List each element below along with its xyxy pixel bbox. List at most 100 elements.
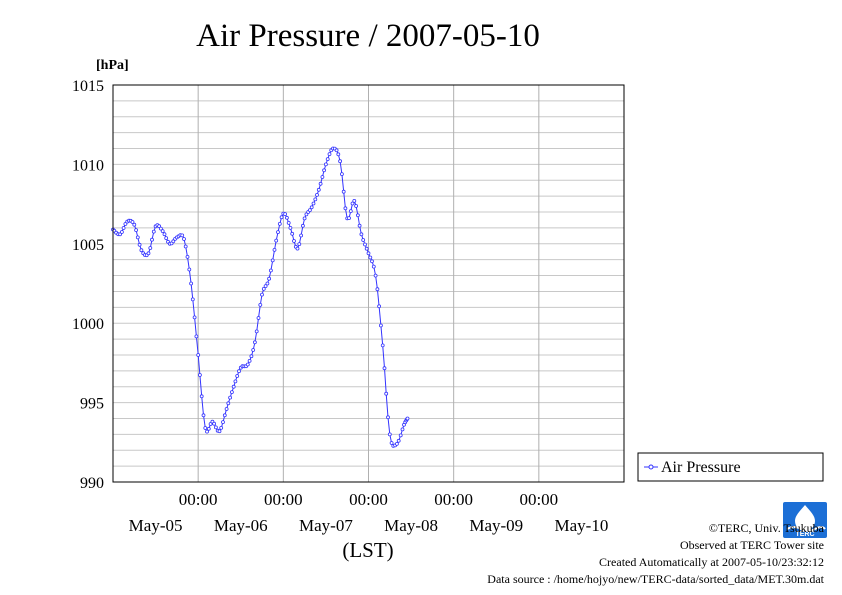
data-point bbox=[190, 297, 195, 302]
data-point bbox=[162, 232, 167, 237]
data-point bbox=[212, 421, 217, 426]
data-point bbox=[263, 284, 268, 289]
data-point bbox=[130, 220, 135, 224]
data-point bbox=[307, 208, 312, 213]
y-tick-label: 990 bbox=[80, 475, 104, 492]
data-point bbox=[221, 420, 225, 425]
data-point bbox=[400, 427, 405, 432]
data-point bbox=[323, 162, 328, 167]
y-tick-label: 995 bbox=[80, 396, 104, 413]
data-point bbox=[405, 416, 410, 421]
data-point bbox=[318, 181, 323, 186]
data-point bbox=[357, 223, 362, 228]
data-point bbox=[292, 239, 296, 243]
x-axis-ticks: 00:00 00:00 00:00 00:00 00:00 May-05 May-06 May… bbox=[129, 490, 609, 535]
data-point bbox=[213, 425, 218, 430]
data-point bbox=[258, 302, 263, 307]
data-point bbox=[370, 259, 374, 264]
data-point bbox=[284, 215, 289, 220]
terc-logo: TERC bbox=[783, 502, 827, 538]
data-point bbox=[378, 323, 383, 328]
data-point bbox=[148, 246, 153, 250]
data-point bbox=[268, 268, 273, 273]
series-air-pressure bbox=[111, 146, 410, 448]
data-point bbox=[371, 264, 376, 269]
data-point bbox=[231, 384, 236, 389]
data-point bbox=[322, 168, 327, 173]
data-point bbox=[341, 189, 346, 194]
y-tick-label: 1000 bbox=[72, 316, 104, 333]
data-point bbox=[311, 201, 316, 206]
data-point bbox=[368, 255, 373, 260]
data-point bbox=[290, 231, 295, 236]
data-point bbox=[164, 236, 169, 241]
data-point bbox=[320, 175, 325, 179]
data-point bbox=[338, 159, 343, 164]
data-point bbox=[277, 221, 282, 226]
data-point bbox=[354, 204, 359, 208]
legend-box bbox=[637, 452, 824, 482]
data-point bbox=[260, 292, 264, 297]
data-point bbox=[297, 242, 302, 247]
data-point bbox=[352, 198, 357, 203]
footer-observed: Observed at TERC Tower site bbox=[679, 538, 824, 552]
data-point bbox=[325, 157, 330, 162]
x-tick-date-label: May-06 bbox=[214, 516, 268, 535]
data-point bbox=[189, 281, 194, 286]
data-point bbox=[171, 239, 176, 244]
data-point bbox=[247, 358, 252, 363]
data-point bbox=[350, 201, 355, 206]
x-tick-date-label: May-05 bbox=[129, 516, 183, 535]
data-point bbox=[279, 215, 284, 220]
data-point bbox=[309, 205, 314, 210]
data-point bbox=[274, 238, 279, 243]
data-point bbox=[194, 334, 199, 339]
data-point bbox=[254, 329, 259, 334]
data-point bbox=[203, 426, 208, 430]
data-point bbox=[366, 251, 371, 256]
data-point bbox=[373, 273, 378, 278]
y-tick-label: 1005 bbox=[72, 237, 104, 254]
data-point bbox=[132, 222, 137, 227]
data-point bbox=[389, 441, 394, 445]
data-point bbox=[300, 223, 305, 228]
data-point bbox=[283, 212, 288, 217]
data-point bbox=[315, 192, 319, 197]
data-point bbox=[355, 213, 360, 218]
data-point bbox=[377, 304, 382, 309]
data-point bbox=[382, 366, 387, 371]
data-point bbox=[251, 348, 256, 352]
x-tick-date-label: May-10 bbox=[555, 516, 609, 535]
x-tick-time-label: 00:00 bbox=[264, 490, 303, 509]
x-tick-time-label: 00:00 bbox=[519, 490, 558, 509]
data-point bbox=[199, 394, 204, 399]
plot-frame bbox=[112, 84, 625, 483]
data-point bbox=[192, 315, 197, 320]
data-point bbox=[336, 152, 341, 157]
data-point bbox=[267, 276, 272, 281]
data-point bbox=[380, 343, 385, 348]
data-point bbox=[286, 220, 291, 225]
data-point bbox=[272, 247, 277, 252]
data-point bbox=[316, 187, 321, 192]
data-point bbox=[363, 242, 367, 247]
legend-marker bbox=[648, 464, 654, 470]
data-point bbox=[295, 246, 300, 251]
data-point bbox=[299, 233, 304, 238]
data-point bbox=[182, 237, 186, 241]
data-point bbox=[348, 209, 353, 214]
data-point bbox=[361, 238, 366, 242]
data-point bbox=[134, 228, 139, 233]
data-point bbox=[364, 246, 369, 251]
data-point bbox=[396, 438, 401, 443]
data-point bbox=[224, 407, 229, 411]
data-point bbox=[359, 232, 364, 237]
data-point bbox=[197, 373, 202, 377]
data-point bbox=[219, 425, 224, 430]
data-point bbox=[249, 354, 254, 359]
data-point bbox=[343, 206, 348, 211]
data-point bbox=[233, 379, 238, 384]
data-point bbox=[334, 148, 339, 153]
x-tick-date-label: May-09 bbox=[469, 516, 523, 535]
data-point bbox=[217, 429, 222, 434]
